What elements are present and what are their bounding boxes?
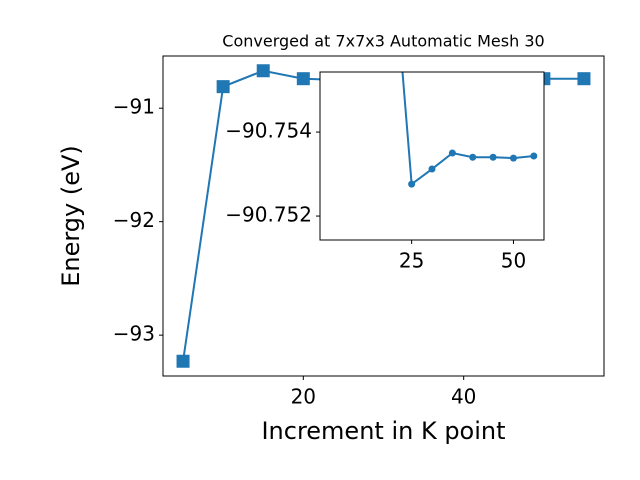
y-axis-label: Energy (eV) — [57, 145, 85, 287]
marker — [408, 180, 416, 188]
axes-frame — [319, 71, 545, 241]
x-axis-label: Increment in K point — [261, 417, 505, 445]
y-tick-label: −90.752 — [225, 203, 312, 227]
y-tick-label: −91 — [113, 95, 155, 119]
x-tick-label: 20 — [291, 385, 316, 409]
x-tick-label: 25 — [399, 249, 424, 273]
y-tick-label: −92 — [113, 208, 155, 232]
marker — [448, 149, 456, 157]
x-tick-label: 40 — [451, 385, 476, 409]
marker — [577, 72, 591, 86]
marker — [530, 152, 538, 160]
chart-title: Converged at 7x7x3 Automatic Mesh 30 — [222, 32, 544, 51]
plot-area — [320, 72, 544, 240]
marker — [489, 153, 497, 161]
marker — [428, 165, 436, 173]
x-tick-label: 50 — [501, 249, 526, 273]
marker — [176, 354, 190, 368]
axes-frame — [162, 55, 605, 377]
marker — [216, 80, 230, 94]
y-tick-label: −93 — [113, 322, 155, 346]
y-tick-label: −90.754 — [225, 119, 312, 143]
marker — [469, 153, 477, 161]
marker — [296, 72, 310, 86]
marker — [256, 64, 270, 78]
marker — [509, 154, 517, 162]
plot-clip — [401, 72, 538, 188]
